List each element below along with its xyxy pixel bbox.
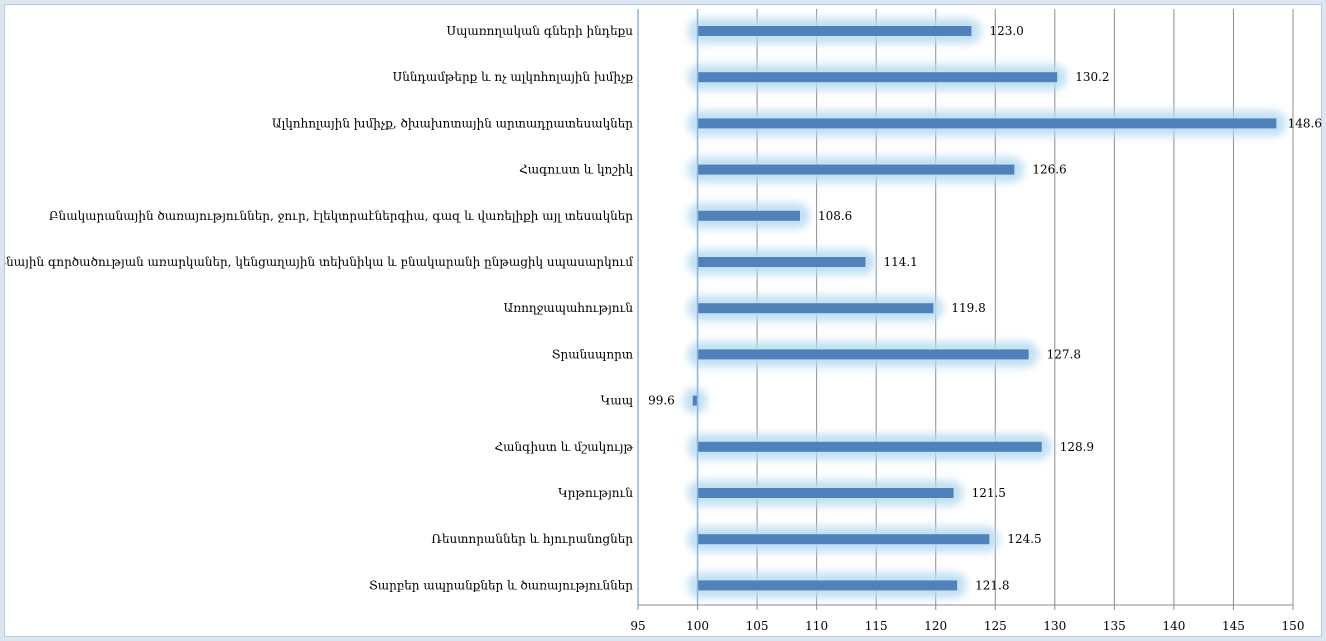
x-tick-label: 140	[1162, 619, 1185, 633]
category-label: Ալկոհոլային խմիչք, ծխախոտային արտադրատես…	[272, 116, 633, 130]
bar	[697, 441, 1042, 452]
category-label: Սպառողական գների ինդեքս	[447, 24, 634, 38]
category-label: Առողջապահություն	[504, 301, 634, 315]
labels: 95 100 105 110 115 120 125 130 135 140 145 150 Սպառո…	[5, 24, 1322, 633]
bar	[697, 164, 1015, 175]
bar	[697, 257, 866, 267]
value-label: 126.6	[1032, 163, 1066, 177]
value-label: 119.8	[951, 301, 985, 315]
x-tick-label: 150	[1282, 619, 1305, 633]
category-label: Ռեստորաններ և հյուրանոցներ	[431, 532, 633, 546]
value-label: 130.2	[1075, 70, 1109, 84]
x-tick-label: 120	[924, 619, 947, 633]
value-label: 124.5	[1007, 532, 1041, 546]
value-label: 123.0	[989, 24, 1023, 38]
bars	[682, 18, 1287, 599]
chart-frame: 95 100 105 110 115 120 125 130 135 140 145 150 Սպառո…	[4, 4, 1322, 637]
bar	[697, 488, 954, 498]
bar	[697, 210, 800, 221]
category-label: Տարբեր ապրանքներ և ծառայություններ	[369, 578, 633, 592]
bar	[697, 580, 958, 591]
category-label: Կրթություն	[558, 486, 633, 500]
category-label: Սննդամթերք և ոչ ալկոհոլային խմիչք	[393, 70, 634, 84]
x-tick-label: 130	[1043, 619, 1066, 633]
bar	[697, 72, 1058, 83]
value-label: 127.8	[1047, 347, 1081, 361]
x-tick-label: 135	[1103, 619, 1126, 633]
value-label: 128.9	[1060, 440, 1094, 454]
x-tick-label: 110	[805, 619, 828, 633]
x-tick-label: 115	[865, 619, 888, 633]
axes	[637, 9, 1294, 610]
value-label: 114.1	[883, 255, 917, 269]
bar	[692, 395, 698, 406]
bar	[697, 118, 1277, 129]
x-tick-label: 95	[630, 619, 645, 633]
category-label: Տրանսպորտ	[552, 347, 633, 361]
x-tick-label: 100	[686, 619, 709, 633]
bar	[697, 534, 990, 545]
bar	[697, 26, 972, 36]
category-label: Կապ	[601, 394, 633, 408]
value-label: 121.5	[972, 486, 1006, 500]
category-label: Տնային գործածության առարկաներ, կենցաղայի…	[5, 255, 633, 269]
bar	[697, 303, 934, 314]
value-label: 99.6	[648, 394, 675, 408]
category-label: Բնակարանային ծառայություններ, ջուր, էլեկ…	[49, 209, 633, 223]
value-label: 121.8	[975, 578, 1009, 592]
x-tick-label: 125	[984, 619, 1007, 633]
x-tick-label: 145	[1222, 619, 1245, 633]
bar	[697, 349, 1029, 360]
bar-chart: 95 100 105 110 115 120 125 130 135 140 145 150 Սպառո…	[5, 9, 1322, 633]
value-label: 148.6	[1288, 116, 1322, 130]
value-label: 108.6	[818, 209, 852, 223]
x-tick-label: 105	[746, 619, 769, 633]
category-label: Հագուստ և կոշիկ	[519, 163, 633, 177]
category-label: Հանգիստ և մշակույթ	[494, 440, 633, 454]
